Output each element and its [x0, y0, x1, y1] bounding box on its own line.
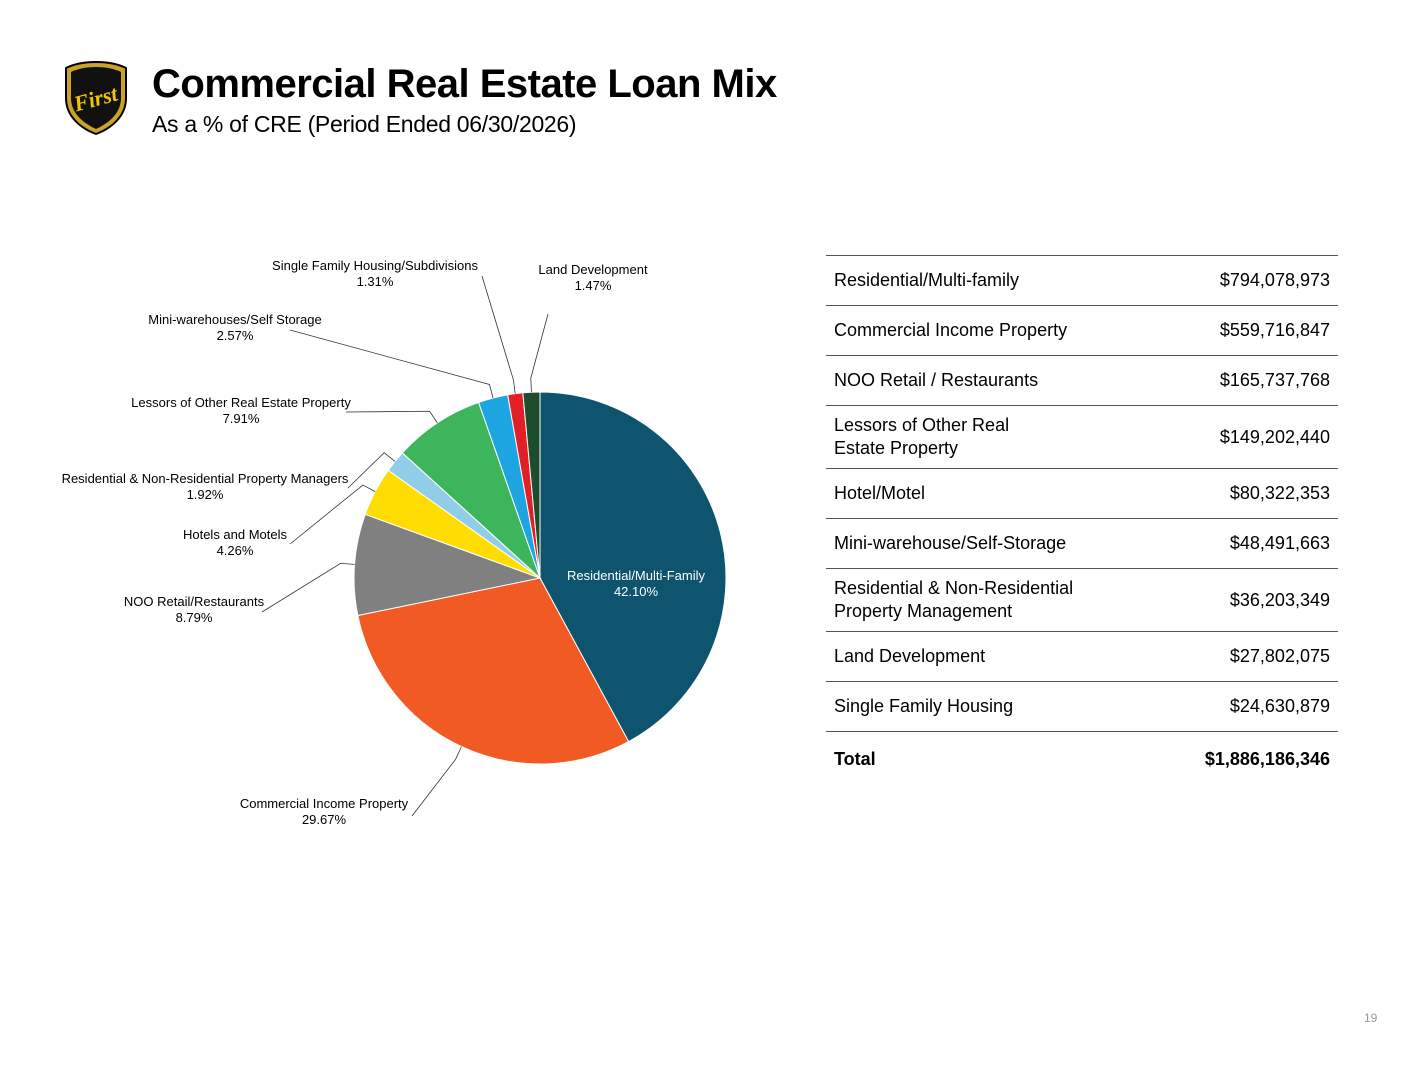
company-logo: First [65, 60, 127, 136]
row-name: Residential & Non-Residential Property Ma… [834, 578, 1074, 621]
pie-slice [539, 391, 727, 743]
slice-percent-label: 1.47% [575, 278, 612, 293]
row-value: $559,716,847 [1219, 320, 1330, 340]
leader-line [289, 329, 494, 399]
leader-line [530, 313, 549, 393]
row-name: Land Development [834, 646, 986, 666]
slice-name-label: Lessors of Other Real Estate Property [131, 395, 351, 410]
leader-line [289, 484, 376, 545]
slice-percent-label: 42.10% [614, 584, 659, 599]
slice-percent-label: 8.79% [176, 610, 213, 625]
page-title: Commercial Real Estate Loan Mix [152, 62, 777, 106]
table-total-row: Total $1,886,186,346 [826, 732, 1338, 786]
table-row: Hotel/Motel $80,322,353 [826, 469, 1338, 519]
row-name: Hotel/Motel [834, 483, 926, 503]
slice-percent-label: 1.31% [357, 274, 394, 289]
row-name: Commercial Income Property [834, 320, 1068, 340]
slice-percent-label: 7.91% [223, 411, 260, 426]
pie-slices [353, 391, 727, 765]
row-value: $48,491,663 [1229, 533, 1330, 553]
slice-percent-label: 4.26% [217, 543, 254, 558]
table-row: Single Family Housing $24,630,879 [826, 682, 1338, 732]
row-name: NOO Retail / Restaurants [834, 370, 1039, 390]
slice-name-label: Residential & Non-Residential Property M… [62, 471, 349, 486]
leader-line [411, 746, 462, 817]
table-row: Lessors of Other Real Estate Property $149… [826, 406, 1338, 469]
table-row: Residential/Multi-family $794,078,973 [826, 256, 1338, 306]
row-value: $80,322,353 [1229, 483, 1330, 503]
pie-slice [522, 391, 541, 579]
slice-percent-label: 2.57% [217, 328, 254, 343]
row-name: Single Family Housing [834, 696, 1014, 716]
row-value: $27,802,075 [1229, 646, 1330, 666]
loan-mix-table: Residential/Multi-family $794,078,973 Com… [826, 255, 1338, 786]
table-row: NOO Retail / Restaurants $165,737,768 [826, 356, 1338, 406]
leader-line [345, 410, 438, 424]
page-subtitle: As a % of CRE (Period Ended 06/30/2026) [152, 111, 577, 137]
row-value: $794,078,973 [1219, 270, 1330, 290]
slice-name-label: Single Family Housing/Subdivisions [272, 258, 478, 273]
slice-name-label: Residential/Multi-Family [567, 568, 705, 583]
slice-percent-label: 29.67% [302, 812, 347, 827]
leader-line [261, 562, 355, 613]
leader-line [347, 452, 396, 489]
pie-slice [357, 577, 630, 765]
table-row: Commercial Income Property $559,716,847 [826, 306, 1338, 356]
slice-name-label: NOO Retail/Restaurants [124, 594, 265, 609]
slice-percent-label: 1.92% [187, 487, 224, 502]
total-label: Total [834, 748, 876, 769]
table-row: Residential & Non-Residential Property Ma… [826, 569, 1338, 632]
row-name: Lessors of Other Real Estate Property [834, 415, 1010, 458]
leader-line [481, 275, 516, 394]
total-value: $1,886,186,346 [1204, 748, 1330, 769]
page-number: 19 [1364, 1011, 1378, 1025]
slice-name-label: Mini-warehouses/Self Storage [148, 312, 321, 327]
pie-slice [401, 401, 541, 579]
table-row: Land Development $27,802,075 [826, 632, 1338, 682]
row-value: $36,203,349 [1229, 589, 1330, 610]
slice-name-label: Commercial Income Property [240, 796, 409, 811]
row-name: Mini-warehouse/Self-Storage [834, 533, 1067, 553]
slice-name-label: Hotels and Motels [183, 527, 288, 542]
leader-lines [261, 275, 549, 817]
slice-name-label: Land Development [538, 262, 648, 277]
table-row: Mini-warehouse/Self-Storage $48,491,663 [826, 519, 1338, 569]
row-name: Residential/Multi-family [834, 270, 1020, 290]
row-value: $149,202,440 [1219, 426, 1330, 447]
row-value: $24,630,879 [1229, 696, 1330, 716]
row-value: $165,737,768 [1219, 370, 1330, 390]
